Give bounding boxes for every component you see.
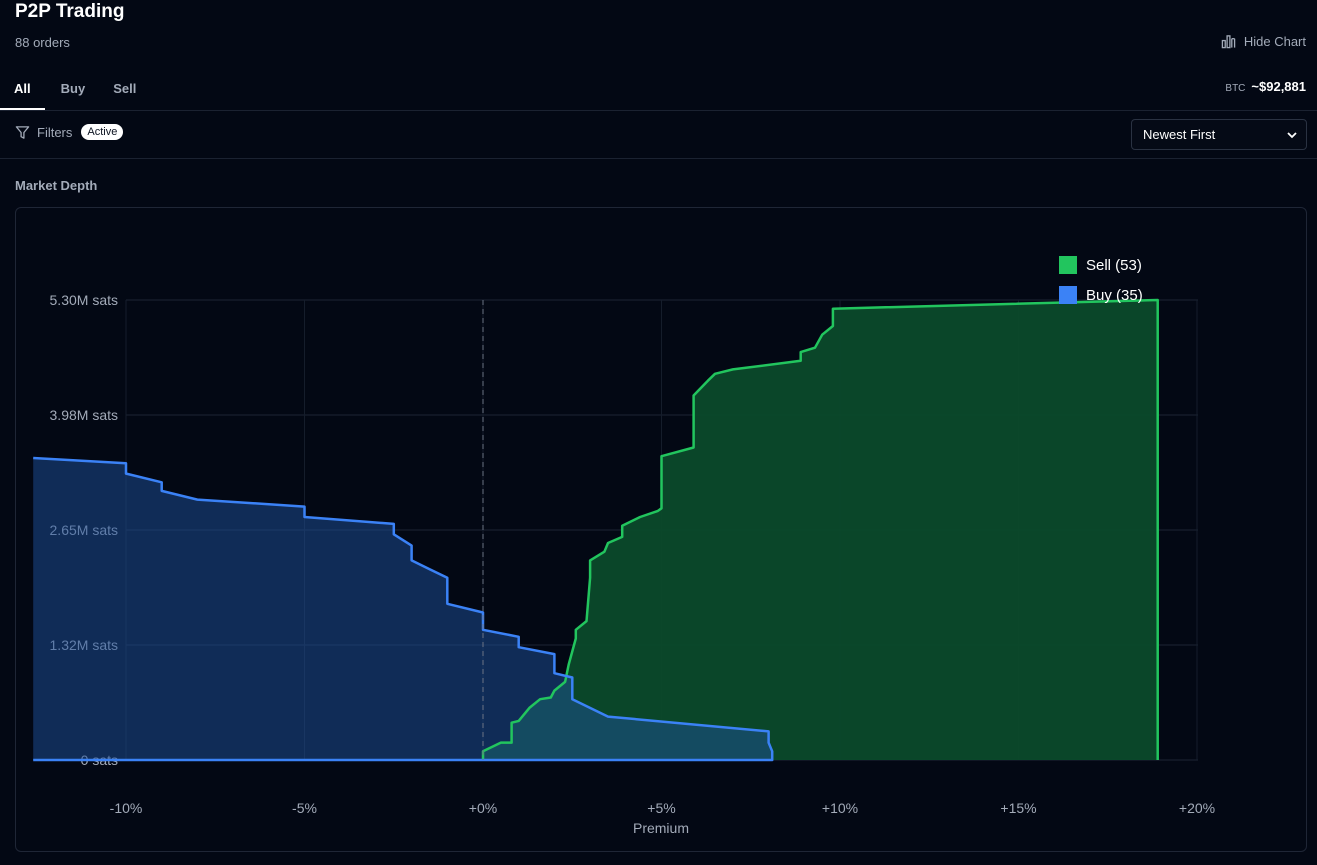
tab-buy[interactable]: Buy	[60, 80, 86, 96]
market-depth-chart-card: 0 sats1.32M sats2.65M sats3.98M sats5.30…	[15, 207, 1307, 852]
y-tick-label: 3.98M sats	[50, 407, 118, 423]
market-depth-chart: 0 sats1.32M sats2.65M sats3.98M sats5.30…	[33, 256, 1215, 836]
hide-chart-label: Hide Chart	[1243, 34, 1306, 49]
depth-area-buy	[33, 458, 773, 760]
x-axis-label: Premium	[633, 820, 689, 836]
chevron-down-icon	[1287, 131, 1297, 138]
price-value: ~$92,881	[1251, 79, 1306, 94]
filters-button[interactable]: Filters Active	[15, 124, 124, 140]
tab-sell[interactable]: Sell	[113, 80, 137, 96]
x-tick-label: +0%	[469, 800, 497, 816]
filters-divider	[0, 158, 1317, 159]
legend-swatch	[1059, 286, 1077, 304]
legend-swatch	[1059, 256, 1077, 274]
y-tick-label: 5.30M sats	[50, 292, 118, 308]
bar-chart-icon	[1221, 35, 1236, 49]
x-tick-label: -10%	[110, 800, 143, 816]
order-type-tabs: All Buy Sell	[0, 66, 150, 110]
x-tick-label: +15%	[1000, 800, 1036, 816]
tabs-divider	[0, 110, 1317, 111]
sort-selected-value: Newest First	[1143, 127, 1216, 142]
section-title: Market Depth	[15, 178, 98, 193]
tab-all[interactable]: All	[0, 66, 45, 110]
hide-chart-button[interactable]: Hide Chart	[1221, 34, 1306, 49]
btc-price: BTC ~$92,881	[1225, 79, 1306, 94]
x-tick-label: -5%	[292, 800, 317, 816]
filters-label: Filters	[37, 124, 73, 140]
x-tick-label: +5%	[647, 800, 675, 816]
legend-label: Buy (35)	[1086, 287, 1143, 304]
depth-area-sell	[483, 300, 1158, 760]
filters-status-badge: Active	[81, 124, 124, 140]
x-tick-label: +20%	[1179, 800, 1215, 816]
sort-select[interactable]: Newest First	[1131, 119, 1307, 150]
x-tick-label: +10%	[822, 800, 858, 816]
order-count: 88 orders	[15, 35, 70, 50]
page-title: P2P Trading	[15, 1, 125, 22]
price-ticker: BTC	[1225, 83, 1246, 94]
legend-label: Sell (53)	[1086, 257, 1142, 274]
depth-line-buy	[33, 456, 774, 762]
depth-line-sell	[481, 298, 1159, 760]
funnel-icon	[15, 125, 30, 139]
